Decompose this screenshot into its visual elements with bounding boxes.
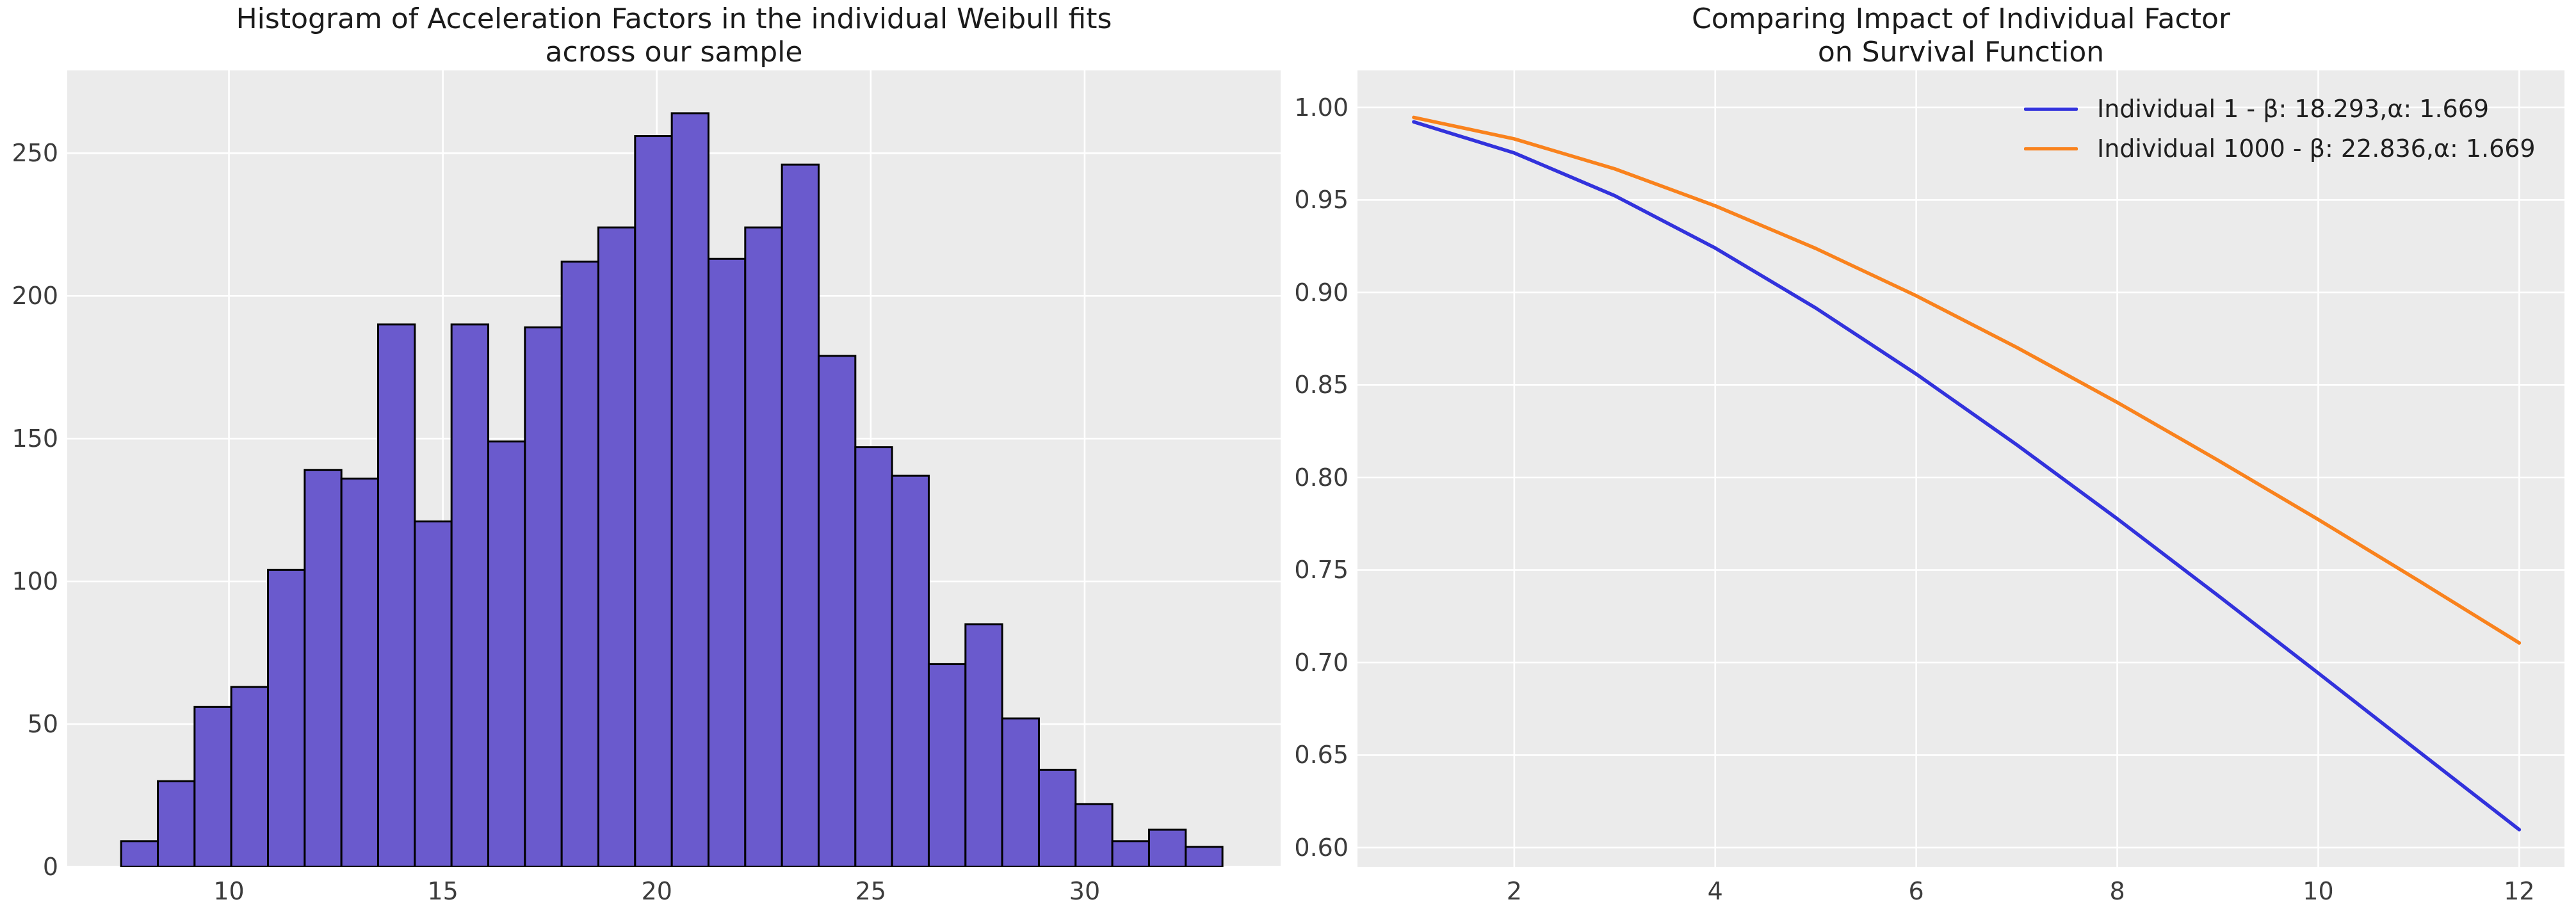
histogram-bar xyxy=(560,261,599,867)
histogram-bar xyxy=(414,520,453,867)
histogram-bar xyxy=(817,355,857,867)
histogram-bar xyxy=(1037,768,1077,867)
legend-label-individual-1: Individual 1 - β: 18.293,α: 1.669 xyxy=(2097,95,2490,123)
histogram-bar xyxy=(304,469,343,867)
histogram-bar xyxy=(781,163,820,867)
histogram-title-line2: across our sample xyxy=(545,35,803,69)
histogram-bar xyxy=(193,705,232,867)
histogram-bar xyxy=(670,112,709,867)
histogram-bar xyxy=(1111,840,1150,867)
legend-item-individual-1000: Individual 1000 - β: 22.836,α: 1.669 xyxy=(2024,134,2536,163)
x-tick-label: 4 xyxy=(1707,877,1723,905)
histogram-bar xyxy=(120,840,159,867)
histogram-bar xyxy=(1147,828,1187,867)
y-tick-label: 0 xyxy=(42,853,58,881)
histogram-bar xyxy=(524,326,563,867)
legend-label-individual-1000: Individual 1000 - β: 22.836,α: 1.669 xyxy=(2097,134,2536,163)
x-tick-label: 12 xyxy=(2504,877,2535,905)
x-tick-label: 8 xyxy=(2109,877,2125,905)
legend-line-swatch-individual-1 xyxy=(2024,107,2078,111)
histogram-bar xyxy=(891,474,930,867)
y-tick-label: 50 xyxy=(27,710,58,739)
x-tick-label: 2 xyxy=(1506,877,1522,905)
x-tick-label: 10 xyxy=(213,877,245,905)
y-tick-label: 0.80 xyxy=(1294,463,1349,492)
survival-chart-title: Comparing Impact of Individual Factor on… xyxy=(1357,3,2564,69)
histogram-bar xyxy=(487,440,526,867)
histogram-bar xyxy=(1001,717,1040,867)
x-tick-label: 10 xyxy=(2303,877,2334,905)
survival-curve-1 xyxy=(1412,115,2522,645)
y-tick-label: 0.85 xyxy=(1294,371,1349,399)
survival-figure: Comparing Impact of Individual Factor on… xyxy=(1287,0,2576,911)
histogram-chart-title: Histogram of Acceleration Factors in the… xyxy=(67,3,1281,69)
histogram-bar xyxy=(597,226,636,867)
survival-curve-0 xyxy=(1412,120,2522,832)
histogram-bar xyxy=(964,623,1003,867)
survival-svg xyxy=(1357,70,2564,867)
histogram-plot-area xyxy=(67,70,1281,867)
x-tick-label: 20 xyxy=(641,877,672,905)
survival-title-line2: on Survival Function xyxy=(1817,35,2105,69)
histogram-bar xyxy=(230,686,270,867)
y-tick-label: 0.60 xyxy=(1294,833,1349,862)
histogram-bar xyxy=(707,257,747,867)
x-tick-label: 25 xyxy=(855,877,887,905)
histogram-bar xyxy=(377,323,416,867)
histogram-bar xyxy=(157,780,196,867)
histogram-bar xyxy=(450,323,490,867)
y-tick-label: 100 xyxy=(12,567,58,596)
survival-title-line1: Comparing Impact of Individual Factor xyxy=(1691,3,2231,35)
histogram-bar xyxy=(927,663,967,867)
histogram-bar xyxy=(1185,846,1224,867)
histogram-svg xyxy=(67,70,1281,867)
y-tick-label: 200 xyxy=(12,282,58,310)
survival-plot-area xyxy=(1357,70,2564,867)
y-tick-label: 150 xyxy=(12,424,58,453)
histogram-title-line1: Histogram of Acceleration Factors in the… xyxy=(236,3,1112,35)
x-tick-label: 6 xyxy=(1908,877,1924,905)
y-tick-label: 0.95 xyxy=(1294,186,1349,214)
histogram-bar xyxy=(1074,803,1114,867)
y-tick-label: 1.00 xyxy=(1294,93,1349,122)
histogram-bar xyxy=(854,446,893,867)
y-tick-label: 0.70 xyxy=(1294,648,1349,677)
y-tick-label: 0.65 xyxy=(1294,741,1349,770)
y-tick-label: 0.75 xyxy=(1294,556,1349,584)
y-tick-label: 250 xyxy=(12,139,58,168)
y-tick-label: 0.90 xyxy=(1294,278,1349,307)
histogram-bar xyxy=(744,226,783,867)
histogram-bar xyxy=(340,478,380,867)
legend-item-individual-1: Individual 1 - β: 18.293,α: 1.669 xyxy=(2024,95,2536,123)
legend: Individual 1 - β: 18.293,α: 1.669 Indivi… xyxy=(2024,95,2536,163)
x-tick-label: 15 xyxy=(427,877,458,905)
legend-line-swatch-individual-1000 xyxy=(2024,147,2078,150)
histogram-bar xyxy=(267,568,306,867)
histogram-bar xyxy=(634,135,673,867)
x-tick-label: 30 xyxy=(1069,877,1101,905)
histogram-figure: Histogram of Acceleration Factors in the… xyxy=(0,0,1287,911)
